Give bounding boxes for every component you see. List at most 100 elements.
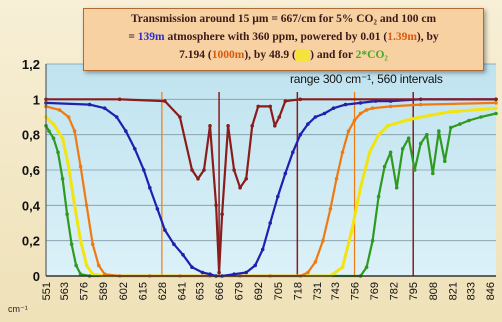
x-tick-label: 731 (312, 282, 324, 300)
data-point-yellow (60, 136, 65, 140)
data-point-blue (260, 247, 265, 252)
title-l2-blue: 139m (137, 31, 165, 43)
y-tick-label: 0 (33, 269, 40, 284)
x-tick-label: 641 (176, 282, 188, 300)
data-point-red (163, 99, 167, 103)
data-point-yellow (84, 263, 89, 268)
data-point-yellow (349, 230, 354, 234)
data-point-blue (190, 265, 194, 270)
data-point-red (178, 115, 182, 119)
data-point-red (232, 168, 236, 172)
series-green (44, 111, 498, 278)
data-point-green (449, 125, 453, 130)
data-point-orange (57, 108, 62, 112)
y-tick-label: 0,8 (22, 128, 40, 143)
data-point-green (376, 194, 381, 199)
data-point-orange (418, 102, 423, 107)
x-tick-label: 718 (292, 282, 304, 300)
series-layer (44, 97, 498, 278)
series-red (44, 97, 498, 275)
data-point-blue (313, 115, 318, 119)
data-point-red (277, 115, 282, 119)
x-tick-label: 795 (408, 282, 420, 300)
data-point-blue (155, 207, 160, 211)
data-point-orange (96, 263, 101, 268)
data-point-orange (340, 150, 345, 155)
data-point-orange (494, 101, 498, 105)
data-point-green (60, 177, 65, 181)
data-point-green (51, 136, 56, 140)
data-point-green (394, 185, 399, 190)
data-point-green (364, 265, 369, 270)
x-tick-label: 679 (234, 282, 246, 300)
title-l3-green: 2*CO₂ (355, 49, 388, 61)
data-point-red (117, 97, 122, 102)
data-point-yellow (340, 265, 345, 270)
data-point-yellow (72, 203, 77, 208)
title-l3-mid: ), by 48.9 ( (244, 49, 296, 61)
data-point-orange (328, 207, 333, 211)
data-point-blue (181, 253, 185, 257)
data-point-green (78, 272, 83, 277)
data-point-yellow (403, 118, 408, 123)
data-point-blue (343, 102, 348, 107)
series-line-green (45, 112, 497, 278)
y-tick-label: 0,4 (22, 198, 41, 213)
data-point-blue (102, 106, 107, 110)
title-l2-mid: atmosphere with 360 ppm, powered by 0.01… (164, 31, 388, 43)
data-point-blue (358, 101, 363, 105)
data-point-orange (313, 260, 318, 264)
series-line-blue (45, 98, 496, 278)
y-tick-label: 1 (33, 92, 40, 107)
x-tick-label: 756 (350, 282, 362, 300)
data-point-blue (268, 221, 273, 225)
title-l2-orange: 1.39m (387, 31, 417, 43)
data-point-green (458, 122, 462, 126)
x-tick-label: 821 (447, 282, 459, 300)
data-point-green (406, 136, 411, 140)
data-point-green (443, 159, 447, 163)
data-point-blue (244, 270, 248, 275)
data-point-blue (163, 228, 167, 232)
x-tick-label: 615 (137, 282, 149, 300)
data-point-orange (90, 242, 95, 246)
data-point-red (214, 203, 218, 208)
x-tick-label: 602 (118, 282, 130, 300)
x-tick-label: 833 (465, 282, 477, 300)
x-tick-label: 653 (195, 282, 207, 300)
data-point-orange (102, 272, 107, 277)
data-point-red (268, 104, 273, 109)
data-point-blue (133, 147, 137, 151)
data-point-green (388, 150, 393, 155)
title-line-3: 7.194 (1000m), by 48.9 ( ) and for 2*CO₂ (84, 46, 483, 64)
data-point-green (56, 150, 60, 155)
data-point-orange (364, 108, 369, 112)
data-point-blue (291, 150, 295, 155)
x-tick-label: 782 (389, 282, 401, 300)
data-point-blue (298, 132, 303, 137)
data-point-green (494, 111, 498, 116)
data-point-blue (208, 272, 212, 277)
data-point-green (370, 238, 375, 243)
data-point-blue (283, 171, 288, 176)
data-point-green (382, 164, 387, 169)
data-point-blue (87, 102, 92, 107)
data-point-blue (124, 129, 128, 133)
range-annotation: range 300 cm⁻¹, 560 intervals (290, 72, 443, 86)
data-point-green (74, 263, 78, 268)
data-point-blue (148, 185, 152, 190)
data-point-blue (331, 106, 336, 110)
x-tick-label: 551 (41, 282, 53, 300)
x-tick-label: 628 (157, 282, 169, 300)
data-point-red (494, 97, 498, 102)
data-point-red (256, 104, 261, 109)
x-tick-label: 692 (253, 282, 265, 300)
x-tick-label: 705 (273, 282, 285, 300)
data-point-orange (388, 104, 393, 109)
data-point-green (431, 171, 435, 176)
data-point-blue (232, 272, 236, 277)
data-point-orange (78, 164, 83, 169)
data-point-blue (114, 115, 119, 119)
data-point-green (425, 132, 429, 137)
data-point-green (65, 212, 69, 216)
